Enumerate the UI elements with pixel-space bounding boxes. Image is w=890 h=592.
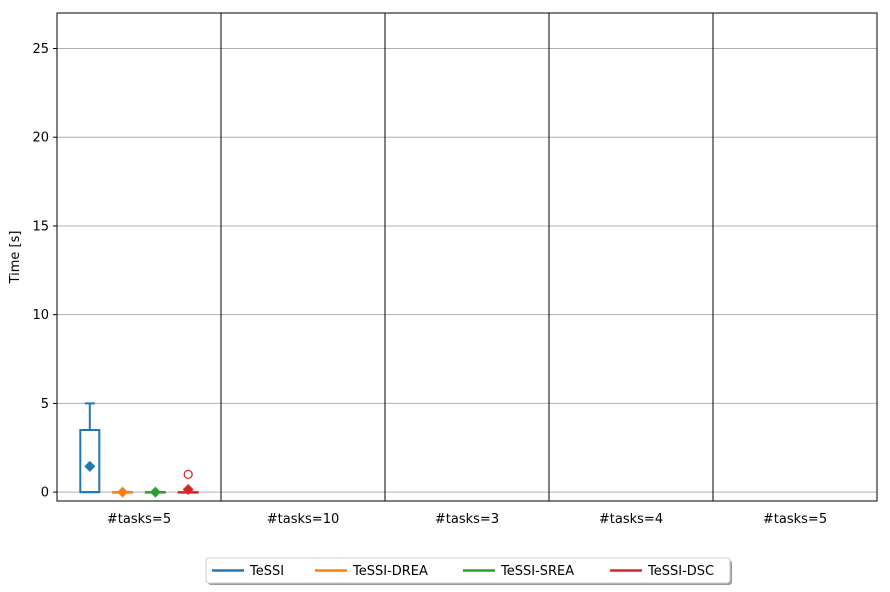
x-axis-tick-labels: #tasks=5 #tasks=10 #tasks=3 #tasks=4 #tasks=… xyxy=(107,512,827,527)
x-tick-label: #tasks=5 xyxy=(107,512,171,527)
outlier-point xyxy=(183,469,193,480)
mean-marker xyxy=(149,486,161,498)
group-separators xyxy=(220,13,714,501)
y-tick-label: 25 xyxy=(32,42,49,57)
box-tessi-drea xyxy=(112,486,134,498)
grid-lines xyxy=(57,47,877,493)
x-tick-label: #tasks=5 xyxy=(763,512,827,527)
y-axis-ticks: 0 5 10 15 20 25 xyxy=(32,42,57,501)
box-tessi-dsc xyxy=(177,469,199,495)
y-tick-label: 10 xyxy=(32,308,49,323)
y-tick-label: 0 xyxy=(41,486,49,501)
box-plots xyxy=(79,402,199,498)
x-tick-label: #tasks=10 xyxy=(267,512,339,527)
mean-marker xyxy=(182,483,194,495)
legend-label: TeSSI-DSC xyxy=(647,564,714,579)
legend-label: TeSSI-DREA xyxy=(352,564,428,579)
y-tick-label: 15 xyxy=(32,219,49,234)
x-tick-label: #tasks=4 xyxy=(599,512,663,527)
plot-frame xyxy=(56,12,878,502)
y-tick-label: 20 xyxy=(32,131,49,146)
mean-marker xyxy=(117,486,129,498)
x-tick-label: #tasks=3 xyxy=(435,512,499,527)
y-tick-label: 5 xyxy=(41,397,49,412)
legend-label: TeSSI-SREA xyxy=(500,564,574,579)
y-axis-label: Time [s] xyxy=(8,231,23,285)
box-tessi-srea xyxy=(144,486,166,498)
mean-marker xyxy=(84,460,96,472)
legend-label: TeSSI xyxy=(249,564,284,579)
box-tessi xyxy=(79,402,101,494)
legend: TeSSI TeSSI-DREA TeSSI-SREA TeSSI-DSC xyxy=(205,557,732,585)
